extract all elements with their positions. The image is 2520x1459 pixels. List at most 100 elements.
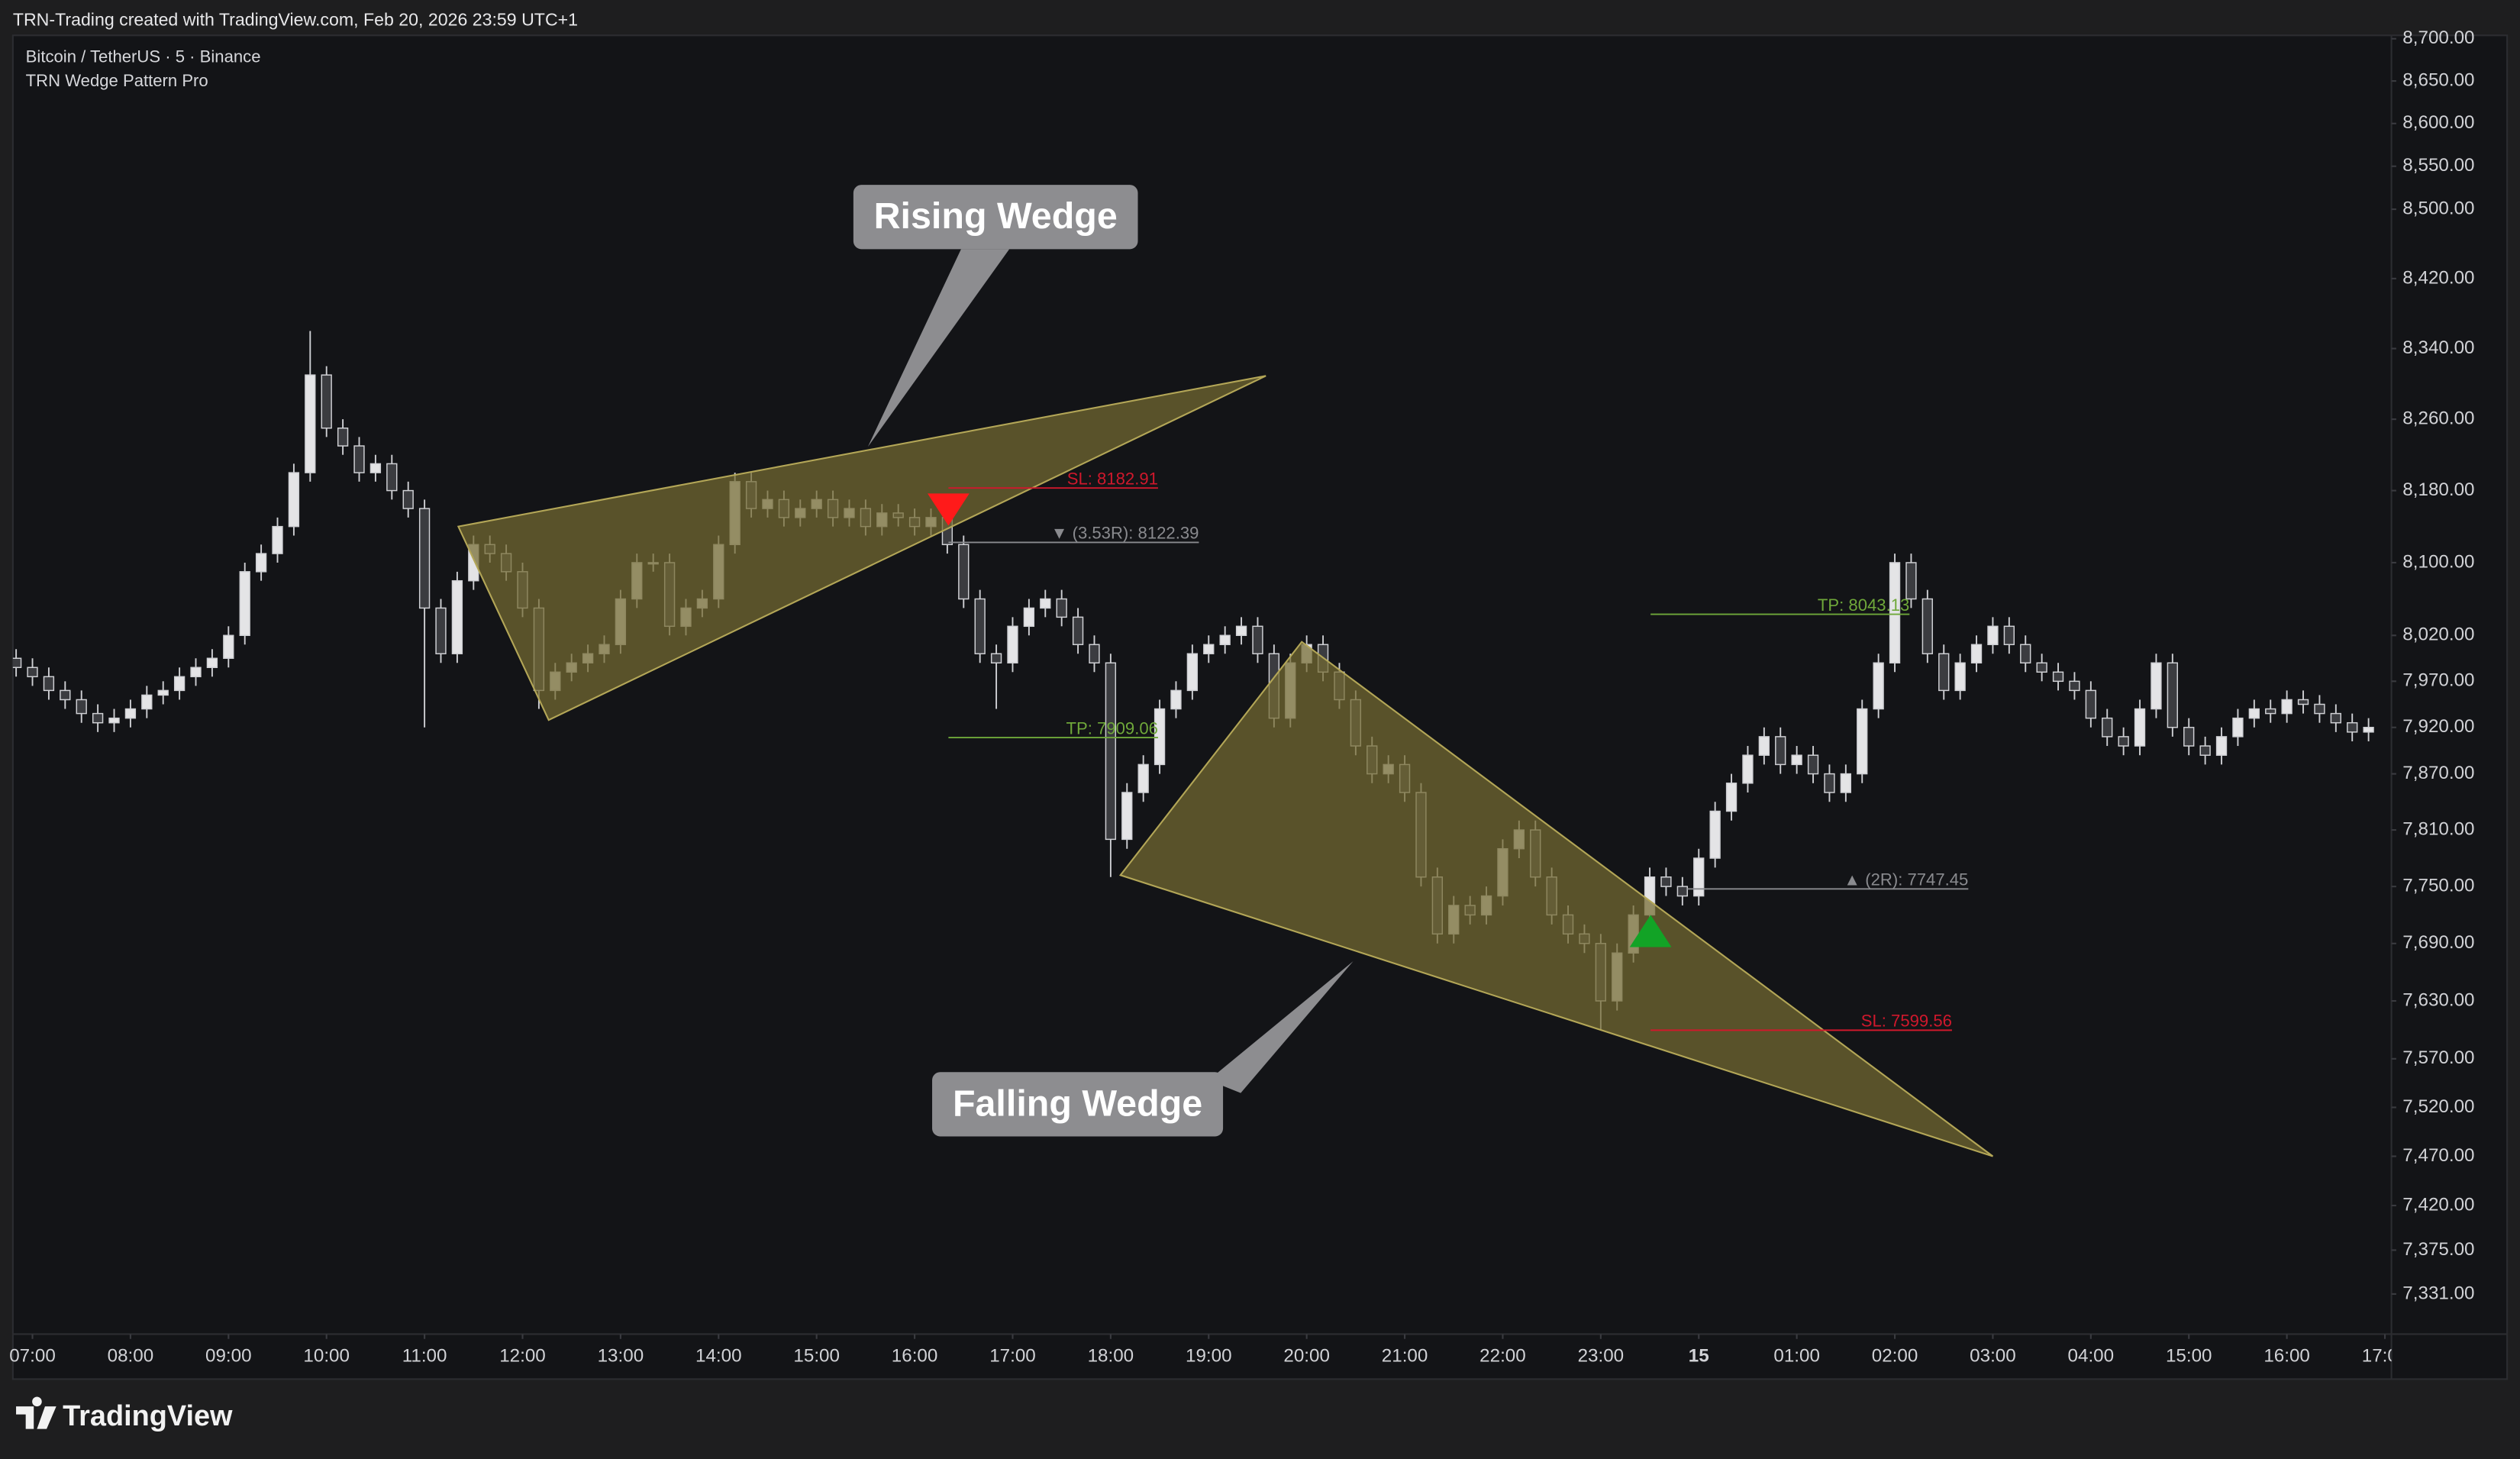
- candle: [1089, 635, 1100, 673]
- x-tick-label: 09:00: [205, 1345, 252, 1366]
- wedge-pattern: [1118, 641, 1994, 1157]
- candle-body: [43, 676, 55, 692]
- candle: [305, 331, 316, 482]
- candle: [206, 649, 218, 677]
- candle-body: [990, 653, 1002, 663]
- candle-body: [1921, 598, 1933, 654]
- y-tick-label: 8,650.00: [2402, 69, 2474, 90]
- candle-body: [2281, 699, 2293, 715]
- candle: [2134, 699, 2146, 756]
- x-tick-label: 13:00: [598, 1345, 644, 1366]
- callout-box: [853, 185, 1138, 250]
- candle-body: [1056, 598, 1067, 618]
- symbol-text[interactable]: Bitcoin / TetherUS · 5 · Binance: [26, 47, 261, 66]
- candle-body: [1758, 736, 1770, 756]
- candle: [1040, 589, 1051, 618]
- x-tick-label: 21:00: [1382, 1345, 1428, 1366]
- candle-body: [1775, 736, 1786, 766]
- candle-body: [223, 634, 234, 659]
- candle: [1007, 617, 1018, 673]
- candle: [141, 686, 153, 718]
- candle: [1921, 589, 1933, 663]
- candle-body: [402, 489, 414, 509]
- y-tick-label: 8,260.00: [2402, 408, 2474, 429]
- candle-body: [1676, 886, 1689, 897]
- candle-body: [2102, 717, 2113, 738]
- candle-body: [1105, 662, 1117, 841]
- candle-body: [2020, 644, 2031, 663]
- candle-body: [206, 657, 218, 669]
- x-tick-label: 23:00: [1578, 1345, 1625, 1366]
- candle-body: [369, 463, 382, 473]
- candle-body: [1170, 689, 1182, 710]
- y-tick-label: 7,870.00: [2402, 763, 2474, 783]
- candle-body: [974, 598, 986, 654]
- x-tick-label: 16:00: [892, 1345, 938, 1366]
- y-tick-label: 8,500.00: [2402, 198, 2474, 218]
- candle: [2330, 704, 2341, 732]
- candle-body: [1840, 773, 1852, 793]
- indicator-text[interactable]: TRN Wedge Pattern Pro: [26, 71, 208, 90]
- candle-body: [1807, 754, 1819, 775]
- candle-body: [124, 708, 137, 719]
- candle-body: [2330, 712, 2341, 724]
- x-tick-label: 02:00: [1872, 1345, 1918, 1366]
- candle: [2085, 681, 2096, 728]
- candle-body: [1987, 625, 1999, 645]
- candle: [2151, 654, 2162, 718]
- candle-body: [141, 694, 153, 710]
- candle: [2183, 718, 2195, 756]
- candle: [1742, 746, 1754, 793]
- x-tick-label: 20:00: [1283, 1345, 1330, 1366]
- candle: [2118, 727, 2129, 756]
- level-label: SL: 8182.91: [1067, 469, 1158, 488]
- candle: [2232, 709, 2244, 747]
- candle: [2215, 727, 2228, 765]
- candle: [1023, 599, 1035, 636]
- candle: [1235, 617, 1247, 645]
- credit-text: TRN-Trading created with TradingView.com…: [13, 9, 578, 29]
- candle: [2036, 654, 2047, 682]
- x-tick-label: 01:00: [1773, 1345, 1820, 1366]
- candle-body: [2118, 736, 2129, 747]
- candle-body: [1154, 708, 1166, 766]
- candle: [2052, 663, 2064, 691]
- x-axis: 07:00 08:00 09:00 10:00 11:00 12:00 13:00 14:00…: [9, 1334, 2392, 1366]
- candle: [1775, 727, 1786, 774]
- x-tick-label: 19:00: [1186, 1345, 1232, 1366]
- candle: [1121, 783, 1133, 849]
- y-tick-label: 8,340.00: [2402, 337, 2474, 358]
- y-tick-label: 7,375.00: [2402, 1239, 2474, 1260]
- candle: [2363, 718, 2374, 741]
- candle-body: [337, 428, 349, 447]
- candle: [435, 599, 447, 663]
- level-label: ▲ (2R): 7747.45: [1844, 870, 1968, 889]
- candle: [1873, 654, 1884, 718]
- candle: [1889, 554, 1901, 673]
- candle: [1693, 848, 1705, 905]
- brand-logo[interactable]: TradingView: [16, 1396, 233, 1432]
- candle-body: [1742, 754, 1754, 784]
- level-label: TP: 7909.06: [1066, 718, 1158, 738]
- candle-body: [1089, 644, 1100, 663]
- candle: [2281, 690, 2293, 723]
- candle: [337, 419, 349, 455]
- candle: [1987, 617, 1999, 654]
- candle: [239, 562, 250, 645]
- candle-body: [1905, 562, 1917, 600]
- x-tick-label: 11:00: [402, 1345, 447, 1366]
- candle-body: [1709, 810, 1721, 859]
- x-tick-label: 16:00: [2263, 1345, 2310, 1366]
- y-tick-label: 7,690.00: [2402, 932, 2474, 953]
- candle: [418, 499, 431, 728]
- signal-marker: [928, 493, 970, 526]
- candle-body: [12, 657, 22, 669]
- candle: [1954, 654, 1966, 700]
- candle-body: [2151, 662, 2162, 710]
- candle-body: [27, 667, 38, 678]
- candle-body: [239, 571, 250, 637]
- wedge-pattern: [457, 375, 1266, 721]
- candle: [1219, 626, 1231, 654]
- candle: [190, 658, 202, 686]
